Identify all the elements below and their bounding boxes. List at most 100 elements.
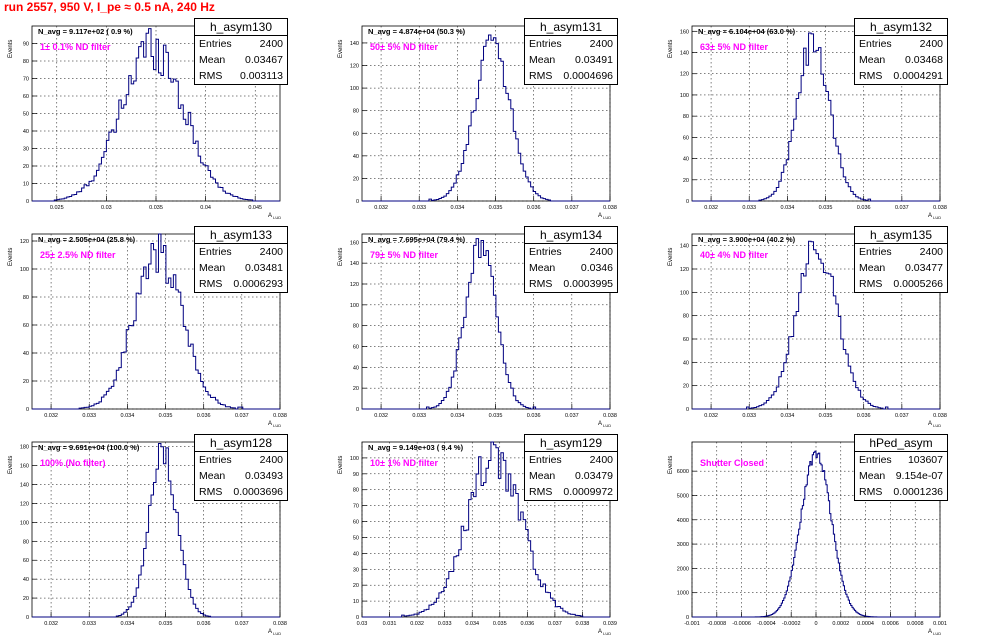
- y-tick-label: 160: [20, 464, 29, 470]
- stats-value: 2400: [259, 246, 283, 258]
- x-tick-label: 0.038: [933, 413, 947, 419]
- x-axis-label-sub: LUD: [272, 631, 282, 637]
- x-tick-label: 0.034: [121, 413, 135, 419]
- navg-label: N_avg = 4.874e+04 (50.3 %): [368, 27, 466, 36]
- stats-value: 103607: [907, 454, 943, 466]
- x-axis-label: A LUD: [598, 213, 611, 220]
- stats-row-entries: Entries 2400: [525, 244, 617, 260]
- stats-key: Entries: [529, 246, 562, 258]
- y-tick-label: 5000: [677, 493, 689, 499]
- y-tick-label: 1000: [677, 591, 689, 597]
- x-tick-label: 0.032: [374, 413, 388, 419]
- stats-box: h_asym128 Entries 2400 Mean 0.03493 RMS 0.0003…: [194, 434, 288, 501]
- stats-key: Entries: [529, 38, 562, 50]
- x-tick-label: 0.035: [489, 413, 503, 419]
- stats-value: 0.03491: [575, 54, 613, 66]
- x-tick-label: 0.04: [200, 205, 211, 211]
- histogram-line: [32, 443, 280, 618]
- stats-key: RMS: [529, 70, 553, 82]
- y-tick-label: 100: [680, 93, 689, 99]
- x-tick-label: 0.035: [489, 205, 503, 211]
- y-tick-label: 0: [686, 615, 689, 621]
- y-tick-label: 80: [683, 314, 689, 320]
- y-tick-label: 100: [350, 456, 359, 462]
- x-axis-label-main: A: [928, 421, 933, 427]
- y-axis-label: Events: [338, 39, 344, 58]
- y-tick-label: 100: [20, 520, 29, 526]
- x-axis-label-sub: LUD: [272, 423, 282, 429]
- x-tick-label: 0.03: [101, 205, 112, 211]
- filter-label: 100% (No filter): [40, 458, 106, 468]
- y-tick-label: 20: [353, 583, 359, 589]
- y-tick-label: 0: [686, 199, 689, 205]
- x-axis-label-main: A: [928, 213, 933, 219]
- stats-row-mean: Mean 0.03491: [525, 52, 617, 68]
- stats-value: 0.03477: [905, 262, 943, 274]
- stats-key: Entries: [859, 246, 892, 258]
- filter-label: Shutter Closed: [700, 458, 765, 468]
- histogram-name: h_asym131: [525, 19, 617, 36]
- y-tick-label: 20: [353, 386, 359, 392]
- y-tick-label: 20: [353, 176, 359, 182]
- stats-row-mean: Mean 0.03493: [195, 468, 287, 484]
- x-axis-label: A LUD: [598, 421, 611, 428]
- stats-box: h_asym131 Entries 2400 Mean 0.03491 RMS 0.0004…: [524, 18, 618, 85]
- y-tick-label: 80: [353, 324, 359, 330]
- stats-value: 0.0006293: [233, 278, 283, 290]
- y-tick-label: 30: [23, 147, 29, 153]
- stats-key: Entries: [199, 38, 232, 50]
- filter-label: 63± 5% ND filter: [700, 42, 768, 52]
- stats-box: h_asym133 Entries 2400 Mean 0.03481 RMS 0.0006…: [194, 226, 288, 293]
- histogram-plot: 0.032 0.033 0.034 0.035 0.036 0.037 0.038 0 20 40…: [680, 233, 947, 419]
- y-tick-label: 100: [20, 267, 29, 273]
- x-axis-label-sub: LUD: [602, 631, 612, 637]
- stats-value: 0.0004291: [893, 70, 943, 82]
- x-axis-label: A LUD: [928, 629, 941, 636]
- x-tick-label: 0.037: [565, 205, 579, 211]
- histogram-panel-h_asym129: 0.03 0.031 0.032 0.033 0.034 0.035 0.036 0.037 0…: [330, 434, 660, 642]
- filter-label: 50± 5% ND filter: [370, 42, 438, 52]
- stats-key: RMS: [529, 486, 553, 498]
- y-tick-label: 60: [23, 94, 29, 100]
- y-tick-label: 40: [23, 577, 29, 583]
- y-tick-label: 80: [353, 109, 359, 115]
- y-tick-label: 0: [26, 199, 29, 205]
- y-tick-label: 100: [350, 303, 359, 309]
- stats-key: Entries: [859, 454, 892, 466]
- stats-key: Mean: [529, 54, 556, 66]
- x-axis-label-main: A: [598, 421, 603, 427]
- x-tick-label: 0.035: [819, 413, 833, 419]
- x-tick-label: 0.032: [374, 205, 388, 211]
- stats-value: 0.0004696: [563, 70, 613, 82]
- y-tick-label: 120: [350, 64, 359, 70]
- stats-row-entries: Entries 2400: [195, 244, 287, 260]
- stats-key: Mean: [859, 470, 886, 482]
- navg-label: N_avg = 9.117e+02 ( 0.9 %): [38, 27, 133, 36]
- y-tick-label: 3000: [677, 542, 689, 548]
- x-axis-label-sub: LUD: [932, 631, 942, 637]
- x-tick-label: 0.035: [159, 413, 173, 419]
- x-tick-label: 0.036: [527, 205, 541, 211]
- stats-row-entries: Entries 2400: [195, 36, 287, 52]
- stats-row-rms: RMS 0.0003696: [195, 484, 287, 500]
- y-tick-label: 50: [353, 535, 359, 541]
- x-tick-label: 0.036: [857, 205, 871, 211]
- x-axis-label-main: A: [268, 213, 273, 219]
- y-tick-label: 70: [353, 504, 359, 510]
- y-tick-label: 140: [350, 41, 359, 47]
- histogram-panel-h_asym128: 0.032 0.033 0.034 0.035 0.036 0.037 0.038 0 20 40…: [0, 434, 330, 642]
- x-tick-label: 0.036: [197, 413, 211, 419]
- y-tick-label: 80: [353, 488, 359, 494]
- histogram-panel-h_asym134: 0.032 0.033 0.034 0.035 0.036 0.037 0.038 0 20 40…: [330, 226, 660, 434]
- x-axis-label: A LUD: [268, 213, 281, 220]
- y-tick-label: 6000: [677, 469, 689, 475]
- stats-box: h_asym130 Entries 2400 Mean 0.03467 RMS 0.0031…: [194, 18, 288, 85]
- y-axis-label: Events: [8, 247, 14, 266]
- stats-value: 0.03481: [245, 262, 283, 274]
- stats-value: 2400: [259, 454, 283, 466]
- x-axis-label-sub: LUD: [932, 423, 942, 429]
- x-axis-label-sub: LUD: [932, 215, 942, 221]
- histogram-panel-h_asym132: 0.032 0.033 0.034 0.035 0.036 0.037 0.038 0 20 40…: [660, 18, 990, 226]
- stats-key: Entries: [199, 454, 232, 466]
- y-tick-label: 80: [23, 539, 29, 545]
